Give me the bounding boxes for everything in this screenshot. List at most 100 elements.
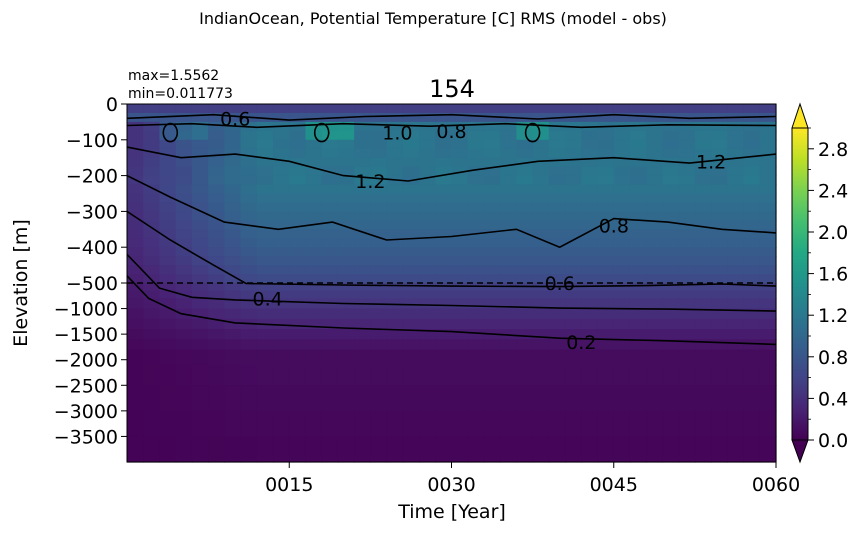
heatmap-cell <box>208 104 225 114</box>
heatmap-cell <box>451 121 469 132</box>
heatmap-cell <box>273 349 290 366</box>
heatmap-cell <box>256 283 274 292</box>
heatmap-cell <box>629 211 647 221</box>
heatmap-cell <box>500 436 517 463</box>
heatmap-cell <box>565 202 582 212</box>
heatmap-cell <box>191 104 209 114</box>
heatmap-cell <box>402 229 420 239</box>
heatmap-cell <box>467 121 485 132</box>
heatmap-cell <box>451 229 469 239</box>
heatmap-cell <box>386 410 404 438</box>
heatmap-cell <box>711 283 728 292</box>
heatmap-cell <box>273 410 290 438</box>
heatmap-cell <box>532 148 550 159</box>
heatmap-cell <box>759 229 777 239</box>
heatmap-cell <box>224 166 242 177</box>
heatmap-cell <box>759 274 777 284</box>
heatmap-cell <box>451 274 469 284</box>
heatmap-cell <box>662 238 680 248</box>
heatmap-cell <box>694 220 712 230</box>
heatmap-cell <box>548 329 566 340</box>
heatmap-cell <box>337 121 355 132</box>
heatmap-cell <box>321 247 339 257</box>
heatmap-cell <box>240 410 258 438</box>
heatmap-cell <box>548 410 566 438</box>
heatmap-cell <box>127 148 144 159</box>
heatmap-cell <box>289 308 307 320</box>
heatmap-cell <box>435 175 453 186</box>
heatmap-cell <box>483 283 501 292</box>
heatmap-cell <box>127 349 144 366</box>
heatmap-cell <box>548 130 566 141</box>
heatmap-cell <box>224 349 242 366</box>
heatmap-cell <box>273 112 290 123</box>
heatmap-cell <box>127 139 144 150</box>
colorbar-gradient <box>791 127 809 441</box>
heatmap-cell <box>646 229 664 239</box>
heatmap-cell <box>224 104 242 114</box>
heatmap-cell <box>678 139 696 150</box>
heatmap-cell <box>662 274 680 284</box>
heatmap-cell <box>224 290 242 299</box>
heatmap-cell <box>435 211 453 221</box>
heatmap-cell <box>256 329 274 340</box>
heatmap-cell <box>240 139 258 150</box>
heatmap-cell <box>419 112 436 123</box>
heatmap-cell <box>565 290 582 299</box>
heatmap-cell <box>337 256 355 266</box>
heatmap-cell <box>159 184 177 195</box>
heatmap-cell <box>402 166 420 177</box>
heatmap-cell <box>175 148 193 159</box>
heatmap-cell <box>483 211 501 221</box>
heatmap-cell <box>581 339 599 351</box>
heatmap-cell <box>451 104 469 114</box>
heatmap-cell <box>662 166 680 177</box>
heatmap-cell <box>435 166 453 177</box>
heatmap-cell <box>532 364 550 386</box>
heatmap-cell <box>370 364 388 386</box>
heatmap-cell <box>402 184 420 195</box>
heatmap-cell <box>662 298 680 310</box>
heatmap-cell <box>289 298 307 310</box>
heatmap-cell <box>711 247 728 257</box>
heatmap-cell <box>240 329 258 340</box>
heatmap-cell <box>629 104 647 114</box>
heatmap-cell <box>613 308 631 320</box>
heatmap-cell <box>386 211 404 221</box>
heatmap-cell <box>402 139 420 150</box>
heatmap-cell <box>711 274 728 284</box>
heatmap-cell <box>354 329 371 340</box>
heatmap-cell <box>581 329 599 340</box>
heatmap-cell <box>256 211 274 221</box>
heatmap-cell <box>743 364 761 386</box>
heatmap-cell <box>694 148 712 159</box>
heatmap-cell <box>143 175 161 186</box>
heatmap-cell <box>402 220 420 230</box>
heatmap-cell <box>386 349 404 366</box>
heatmap-cell <box>402 298 420 310</box>
heatmap-cell <box>354 290 371 299</box>
heatmap-cell <box>629 318 647 330</box>
heatmap-cell <box>613 256 631 266</box>
heatmap-cell <box>386 256 404 266</box>
heatmap-cell <box>435 148 453 159</box>
heatmap-cell <box>500 265 517 275</box>
heatmap-cell <box>208 274 225 284</box>
heatmap-cell <box>273 308 290 320</box>
heatmap-cell <box>678 265 696 275</box>
heatmap-cell <box>208 385 225 412</box>
heatmap-cell <box>127 308 144 320</box>
heatmap-cell <box>646 256 664 266</box>
heatmap-cell <box>694 364 712 386</box>
heatmap-cell <box>451 410 469 438</box>
heatmap-cell <box>516 238 534 248</box>
heatmap-cell <box>159 256 177 266</box>
heatmap-cell <box>516 247 534 257</box>
contour-line <box>126 122 777 129</box>
heatmap-cell <box>743 329 761 340</box>
heatmap-cell <box>727 290 745 299</box>
heatmap-cell <box>208 229 225 239</box>
heatmap-cell <box>305 130 323 141</box>
heatmap-cell <box>565 157 582 168</box>
